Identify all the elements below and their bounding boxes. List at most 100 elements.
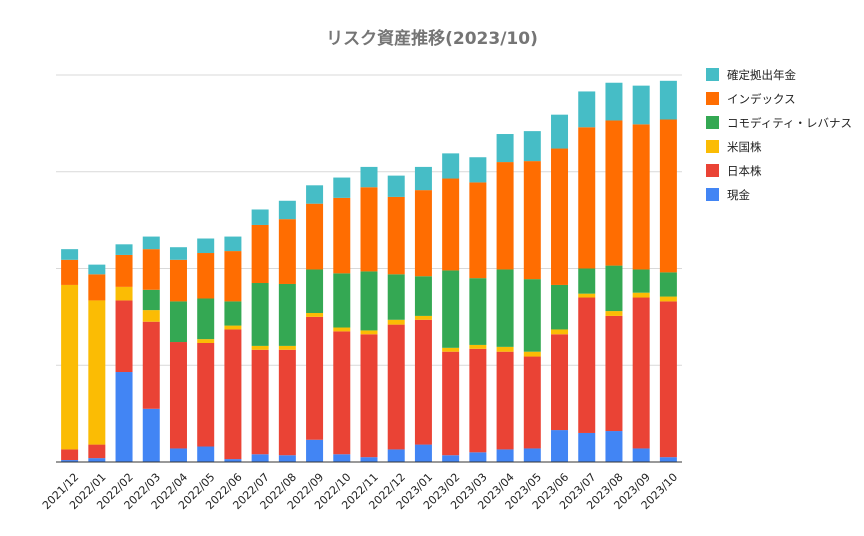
- bar-stack: [632, 85, 650, 462]
- bar-segment: [197, 253, 215, 299]
- bar-stack: [659, 80, 677, 462]
- bar-segment: [632, 85, 650, 125]
- bar-stack: [578, 91, 596, 462]
- bar-segment: [306, 439, 324, 462]
- chart-title: リスク資産推移(2023/10): [326, 28, 538, 49]
- bar-segment: [605, 265, 623, 312]
- bar-segment: [387, 449, 405, 462]
- bar-segment: [551, 114, 569, 149]
- bar-segment: [496, 134, 514, 163]
- legend-swatch: [706, 92, 719, 105]
- bar-segment: [197, 343, 215, 447]
- bar-segment: [414, 166, 432, 191]
- bar-segment: [333, 177, 351, 198]
- bar-stack: [333, 177, 351, 462]
- bar-segment: [360, 166, 378, 188]
- bar-segment: [387, 196, 405, 275]
- bar-segment: [659, 301, 677, 458]
- legend-item: 日本株: [706, 164, 762, 178]
- bar-segment: [306, 313, 324, 317]
- bar-segment: [224, 236, 242, 252]
- bar-segment: [605, 431, 623, 462]
- bar-segment: [578, 91, 596, 128]
- bar-segment: [197, 339, 215, 343]
- legend-item: 米国株: [706, 140, 762, 154]
- bar-stack: [224, 236, 242, 462]
- bar-segment: [659, 80, 677, 120]
- bar-segment: [115, 286, 133, 301]
- bar-segment: [442, 178, 460, 271]
- bar-segment: [387, 175, 405, 197]
- bar-segment: [142, 321, 160, 409]
- bar-segment: [278, 200, 296, 220]
- legend-label: 現金: [727, 188, 750, 202]
- bar-stack: [387, 175, 405, 462]
- bar-stack: [306, 185, 324, 462]
- bar-segment: [197, 298, 215, 340]
- bar-stack: [142, 236, 160, 462]
- bar-segment: [659, 119, 677, 273]
- legend-swatch: [706, 188, 719, 201]
- bar-segment: [551, 334, 569, 431]
- bar-segment: [169, 342, 187, 449]
- bar-segment: [605, 315, 623, 432]
- bar-segment: [197, 238, 215, 254]
- bar-stack: [169, 247, 187, 462]
- bar-segment: [115, 254, 133, 287]
- bar-segment: [306, 185, 324, 204]
- bar-segment: [224, 329, 242, 460]
- bar-segment: [551, 329, 569, 335]
- bar-segment: [169, 247, 187, 260]
- bar-segment: [496, 449, 514, 462]
- bar-segment: [61, 449, 79, 461]
- bar-segment: [387, 274, 405, 320]
- bar-segment: [251, 454, 269, 462]
- bar-segment: [333, 331, 351, 455]
- bar-segment: [523, 448, 541, 462]
- bar-stack: [115, 244, 133, 462]
- bar-segment: [278, 283, 296, 346]
- bar-segment: [469, 182, 487, 279]
- bar-segment: [61, 259, 79, 285]
- bar-stack: [496, 134, 514, 462]
- bar-segment: [169, 301, 187, 343]
- bar-segment: [551, 284, 569, 330]
- bar-segment: [659, 457, 677, 462]
- legend-swatch: [706, 140, 719, 153]
- bar-segment: [224, 251, 242, 302]
- bar-segment: [469, 344, 487, 349]
- bar-segment: [88, 444, 106, 459]
- bar-segment: [605, 120, 623, 266]
- legend-label: 日本株: [727, 164, 762, 178]
- bar-segment: [278, 219, 296, 284]
- bar-segment: [496, 346, 514, 352]
- bar-segment: [197, 446, 215, 462]
- bar-segment: [414, 276, 432, 316]
- legend-item: インデックス: [706, 92, 796, 106]
- bar-segment: [333, 197, 351, 274]
- bar-segment: [333, 273, 351, 328]
- bar-segment: [142, 408, 160, 462]
- bar-segment: [115, 300, 133, 373]
- bar-segment: [61, 284, 79, 450]
- bar-segment: [333, 327, 351, 332]
- bar-segment: [578, 127, 596, 269]
- bar-segment: [251, 283, 269, 346]
- bar-segment: [278, 345, 296, 350]
- bar-segment: [605, 82, 623, 121]
- bar-segment: [523, 356, 541, 449]
- legend-item: 確定拠出年金: [706, 68, 796, 82]
- bar-segment: [442, 455, 460, 462]
- bar-segment: [142, 249, 160, 290]
- bar-stack: [523, 131, 541, 462]
- bar-segment: [442, 270, 460, 348]
- bar-segment: [333, 454, 351, 462]
- bar-segment: [414, 319, 432, 445]
- bar-segment: [360, 187, 378, 272]
- bar-segment: [251, 345, 269, 350]
- bar-segment: [551, 430, 569, 462]
- bar-segment: [61, 460, 79, 462]
- bar-stack: [197, 238, 215, 462]
